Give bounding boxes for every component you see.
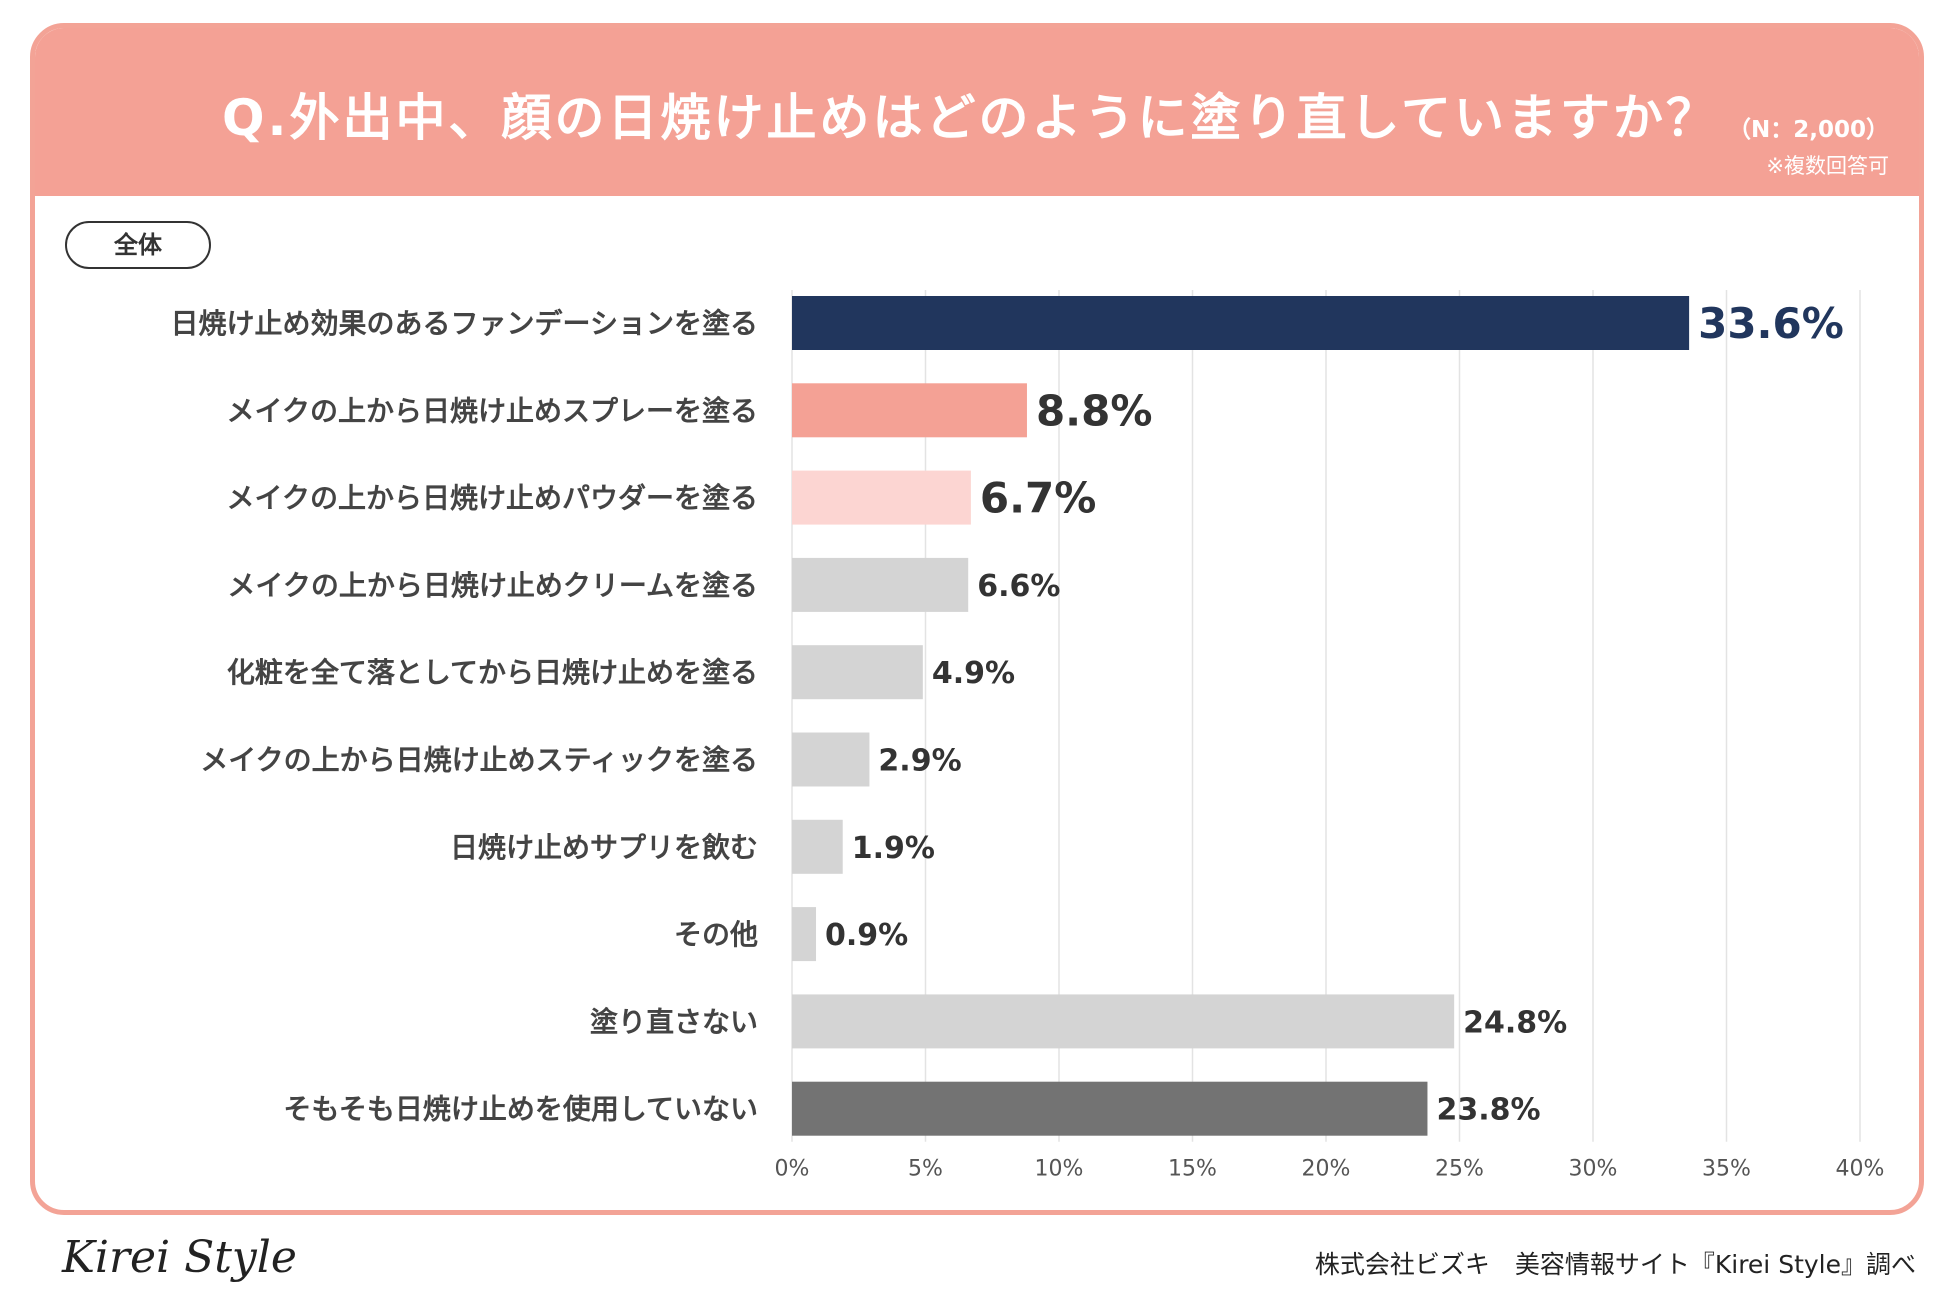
bar bbox=[792, 732, 870, 787]
x-tick-label: 35% bbox=[1702, 1157, 1751, 1182]
value-label: 1.9% bbox=[852, 831, 935, 866]
x-tick-label: 20% bbox=[1302, 1157, 1351, 1182]
category-label: メイクの上から日焼け止めクリームを塗る bbox=[227, 569, 758, 602]
multiple-answer-note: ※複数回答可 bbox=[1766, 154, 1889, 178]
bar bbox=[792, 819, 843, 874]
bar bbox=[792, 994, 1455, 1049]
category-label: 日焼け止め効果のあるファンデーションを塗る bbox=[171, 307, 758, 340]
source-credit: 株式会社ビズキ 美容情報サイト『Kirei Style』調べ bbox=[1314, 1250, 1916, 1279]
bar bbox=[792, 1081, 1428, 1136]
category-label: 塗り直さない bbox=[590, 1005, 758, 1038]
bar bbox=[792, 907, 817, 962]
sample-size-label: （N：2,000） bbox=[1728, 117, 1889, 143]
bar bbox=[792, 470, 971, 525]
category-label: メイクの上から日焼け止めスプレーを塗る bbox=[227, 394, 758, 427]
bar bbox=[792, 557, 969, 612]
category-label: 化粧を全て落としてから日焼け止めを塗る bbox=[227, 656, 758, 689]
value-label: 0.9% bbox=[825, 918, 908, 953]
header-banner: Q.外出中、顔の日焼け止めはどのように塗り直していますか？ （N：2,000） … bbox=[35, 28, 1919, 196]
segment-badge: 全体 bbox=[65, 221, 211, 269]
x-tick-label: 15% bbox=[1168, 1157, 1217, 1182]
value-label: 4.9% bbox=[932, 656, 1015, 691]
x-tick-label: 40% bbox=[1836, 1157, 1885, 1182]
brand-logo: Kirei Style bbox=[62, 1232, 297, 1283]
value-label: 6.6% bbox=[977, 569, 1060, 604]
value-label: 2.9% bbox=[878, 744, 961, 779]
category-label: メイクの上から日焼け止めスティックを塗る bbox=[200, 744, 758, 777]
value-label: 24.8% bbox=[1463, 1005, 1567, 1040]
bar bbox=[792, 645, 923, 700]
value-label: 33.6% bbox=[1698, 299, 1844, 348]
category-label: メイクの上から日焼け止めパウダーを塗る bbox=[227, 482, 758, 515]
value-label: 6.7% bbox=[980, 474, 1096, 523]
category-label: その他 bbox=[674, 918, 758, 951]
category-label: そもそも日焼け止めを使用していない bbox=[283, 1093, 758, 1126]
chart-title: Q.外出中、顔の日焼け止めはどのように塗り直していますか？ bbox=[222, 89, 1719, 147]
x-tick-label: 30% bbox=[1569, 1157, 1618, 1182]
category-label: 日焼け止めサプリを飲む bbox=[450, 831, 758, 864]
x-tick-label: 0% bbox=[775, 1157, 810, 1182]
x-tick-label: 5% bbox=[908, 1157, 943, 1182]
bar bbox=[792, 296, 1690, 350]
bar bbox=[792, 383, 1027, 438]
value-label: 8.8% bbox=[1036, 386, 1152, 435]
x-tick-label: 25% bbox=[1435, 1157, 1484, 1182]
value-label: 23.8% bbox=[1436, 1093, 1540, 1128]
x-tick-label: 10% bbox=[1035, 1157, 1084, 1182]
